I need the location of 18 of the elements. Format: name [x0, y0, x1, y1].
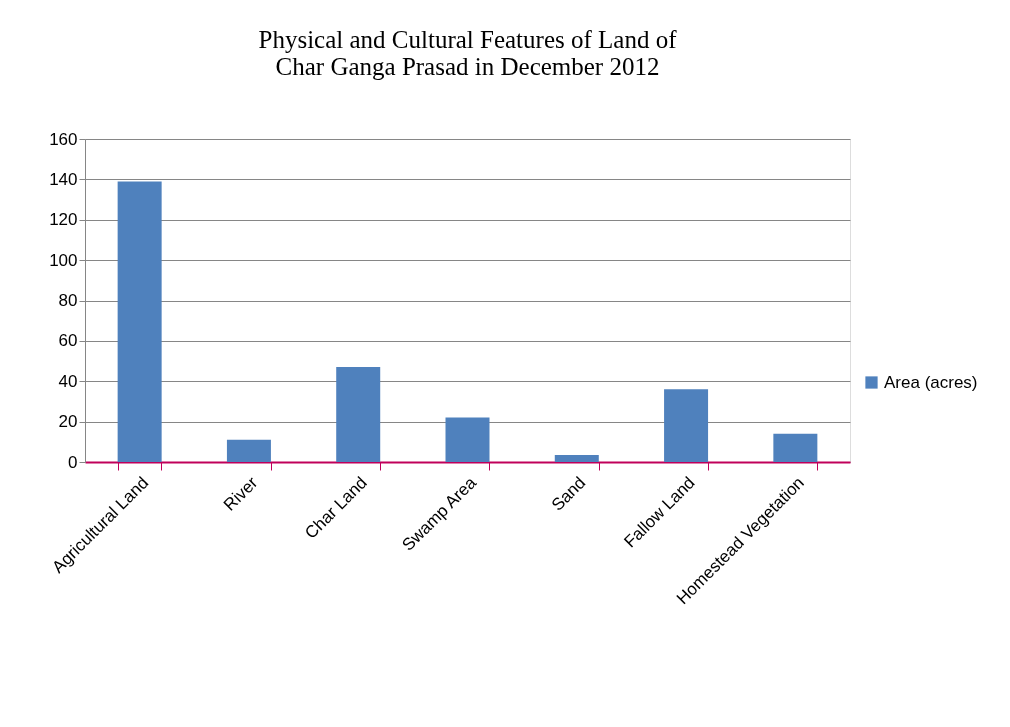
y-tick-label: 160 — [49, 129, 78, 149]
bar — [773, 433, 818, 462]
bar — [117, 181, 162, 462]
y-tick-label: 40 — [58, 371, 78, 391]
bar — [554, 454, 599, 462]
y-tick-label: 0 — [68, 452, 78, 472]
y-tick-label: 140 — [49, 169, 78, 189]
y-tick-label: 60 — [58, 331, 78, 351]
bar — [664, 389, 709, 462]
legend-label: Area (acres) — [884, 372, 978, 392]
bar — [336, 367, 381, 462]
y-tick-label: 20 — [58, 412, 78, 432]
y-tick-label: 80 — [58, 291, 78, 310]
y-tick-label: 120 — [49, 210, 78, 230]
bar — [445, 417, 490, 462]
chart-title: Physical and Cultural Features of Land of Char Ganga Prasad in December 2012 — [258, 26, 678, 80]
bar — [226, 439, 271, 462]
y-tick-label: 100 — [49, 250, 78, 270]
